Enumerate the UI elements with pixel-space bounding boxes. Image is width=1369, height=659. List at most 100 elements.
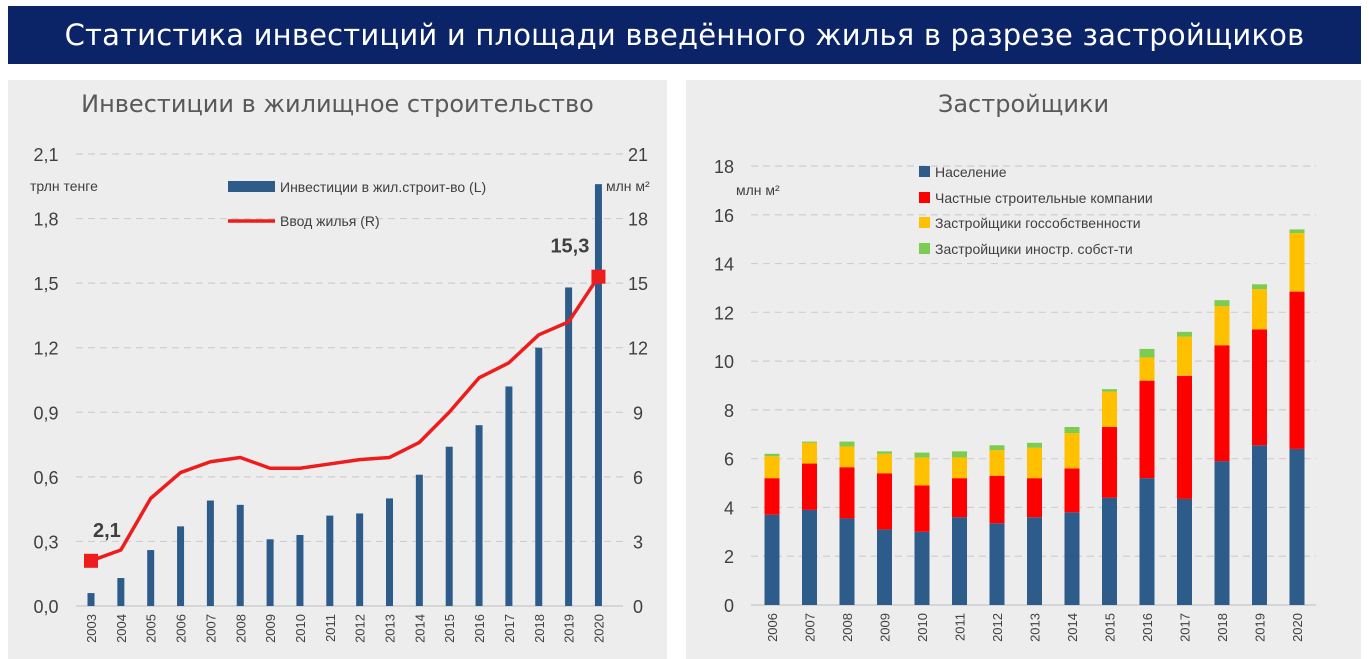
legend-swatch-investment — [228, 181, 275, 192]
bar-segment-naselenie — [952, 517, 967, 605]
bar-segment-naselenie — [764, 514, 780, 605]
bar-segment-foreign — [1177, 331, 1192, 337]
bar-segment-state — [877, 453, 892, 474]
y-tick-label: 10 — [714, 352, 734, 372]
left-axis-label: трлн тенге — [30, 178, 98, 194]
bar-segment-private — [1139, 380, 1155, 479]
page-title-banner: Статистика инвестиций и площади введённо… — [8, 6, 1361, 64]
bar-segment-private — [1289, 291, 1305, 449]
bar-segment-naselenie — [1252, 445, 1267, 605]
bar-segment-naselenie — [1064, 512, 1080, 605]
bar-segment-foreign — [839, 441, 855, 447]
left-tick-label: 1,8 — [33, 210, 58, 230]
data-label: 2,1 — [93, 520, 121, 542]
x-tick-label: 2006 — [765, 613, 780, 642]
bar-segment-private — [1064, 468, 1080, 513]
bar-segment-naselenie — [802, 509, 817, 605]
right-tick-label: 15 — [628, 274, 648, 294]
legend-foreign-swatch — [919, 243, 930, 254]
investment-bar — [326, 515, 334, 606]
bar-segment-private — [989, 475, 1005, 524]
legend-foreign-label: Застройщики иностр. собст-ти — [935, 241, 1133, 257]
bar-segment-naselenie — [914, 531, 930, 605]
investment-bar — [266, 539, 274, 606]
x-tick-label: 2006 — [174, 614, 189, 643]
housing-line — [90, 275, 600, 563]
x-tick-label: 2018 — [532, 614, 547, 643]
bar-segment-foreign — [914, 452, 930, 458]
investment-bar — [565, 287, 573, 606]
y-axis-label: млн м² — [736, 182, 780, 198]
x-tick-label: 2007 — [203, 614, 218, 643]
bar-segment-private — [914, 485, 930, 532]
left-tick-label: 0,3 — [33, 532, 58, 552]
legend-private-label: Частные строительные компании — [935, 190, 1153, 206]
investment-bar — [386, 498, 393, 606]
x-tick-label: 2016 — [1140, 613, 1155, 642]
x-tick-label: 2016 — [472, 614, 487, 643]
x-tick-label: 2007 — [803, 613, 818, 642]
right-tick-label: 3 — [633, 532, 643, 552]
x-tick-label: 2003 — [84, 614, 99, 643]
bar-segment-foreign — [989, 445, 1005, 451]
bar-segment-foreign — [1289, 229, 1305, 234]
y-tick-label: 4 — [724, 498, 734, 518]
bar-segment-naselenie — [1289, 448, 1305, 605]
bar-segment-naselenie — [1027, 517, 1042, 605]
bar-segment-foreign — [1102, 389, 1117, 392]
bar-segment-naselenie — [989, 523, 1005, 605]
investment-bar — [236, 504, 244, 606]
x-tick-label: 2017 — [1178, 613, 1193, 642]
x-tick-label: 2011 — [323, 614, 338, 642]
y-tick-label: 2 — [724, 547, 734, 567]
x-tick-label: 2009 — [263, 614, 278, 643]
investment-bar — [415, 474, 423, 606]
bar-segment-state — [1064, 433, 1080, 469]
right-tick-label: 21 — [628, 145, 648, 165]
x-tick-label: 2017 — [502, 614, 517, 643]
investment-bar — [505, 386, 513, 606]
bar-segment-state — [989, 450, 1005, 476]
left-tick-label: 0,9 — [33, 403, 58, 423]
bar-segment-private — [1252, 329, 1267, 446]
bar-segment-state — [1289, 233, 1305, 292]
x-tick-label: 2015 — [1103, 613, 1118, 642]
left-tick-label: 1,5 — [33, 274, 58, 294]
bar-segment-foreign — [877, 451, 892, 454]
bar-segment-naselenie — [1214, 461, 1230, 605]
investment-bar — [445, 446, 453, 606]
bar-segment-naselenie — [1177, 498, 1192, 605]
bar-segment-private — [1177, 375, 1192, 499]
developers-chart-title: Застройщики — [937, 90, 1110, 118]
x-tick-label: 2020 — [591, 614, 606, 643]
x-tick-label: 2013 — [1028, 613, 1043, 642]
bar-segment-foreign — [1252, 284, 1267, 290]
investment-bar — [594, 184, 602, 606]
x-tick-label: 2015 — [442, 614, 457, 643]
x-tick-label: 2020 — [1290, 613, 1305, 642]
bar-segment-foreign — [1064, 426, 1080, 434]
bar-segment-state — [952, 457, 967, 479]
bar-segment-private — [839, 467, 855, 519]
bar-segment-private — [1102, 426, 1117, 498]
right-tick-label: 12 — [628, 339, 648, 359]
developers-chart-panel: Застройщики 0 2 4 6 8 10 12 14 16 18 млн м² 2006 200… — [686, 80, 1361, 659]
bar-segment-private — [877, 473, 892, 530]
investment-chart: 0,0 0 0,3 3 0,6 6 0,9 9 1,2 12 1,5 15 1,8 18 2,1 21 трлн… — [30, 145, 650, 643]
investment-bar — [475, 425, 483, 606]
x-tick-label: 2012 — [990, 613, 1005, 642]
legend-label-housing: Ввод жилья (R) — [280, 213, 380, 229]
x-tick-label: 2014 — [1065, 613, 1080, 642]
investment-bar — [177, 526, 185, 606]
legend-naselenie-label: Население — [935, 164, 1007, 180]
bar-segment-naselenie — [1102, 497, 1117, 605]
investment-bar — [356, 513, 364, 606]
right-tick-label: 0 — [633, 597, 643, 617]
investment-chart-title: Инвестиции в жилищное строительство — [81, 90, 594, 118]
legend-naselenie-swatch — [919, 166, 930, 177]
bar-segment-state — [1139, 357, 1155, 381]
bar-segment-foreign — [764, 453, 780, 457]
legend-private-swatch — [919, 192, 930, 203]
investment-bar — [296, 534, 304, 606]
